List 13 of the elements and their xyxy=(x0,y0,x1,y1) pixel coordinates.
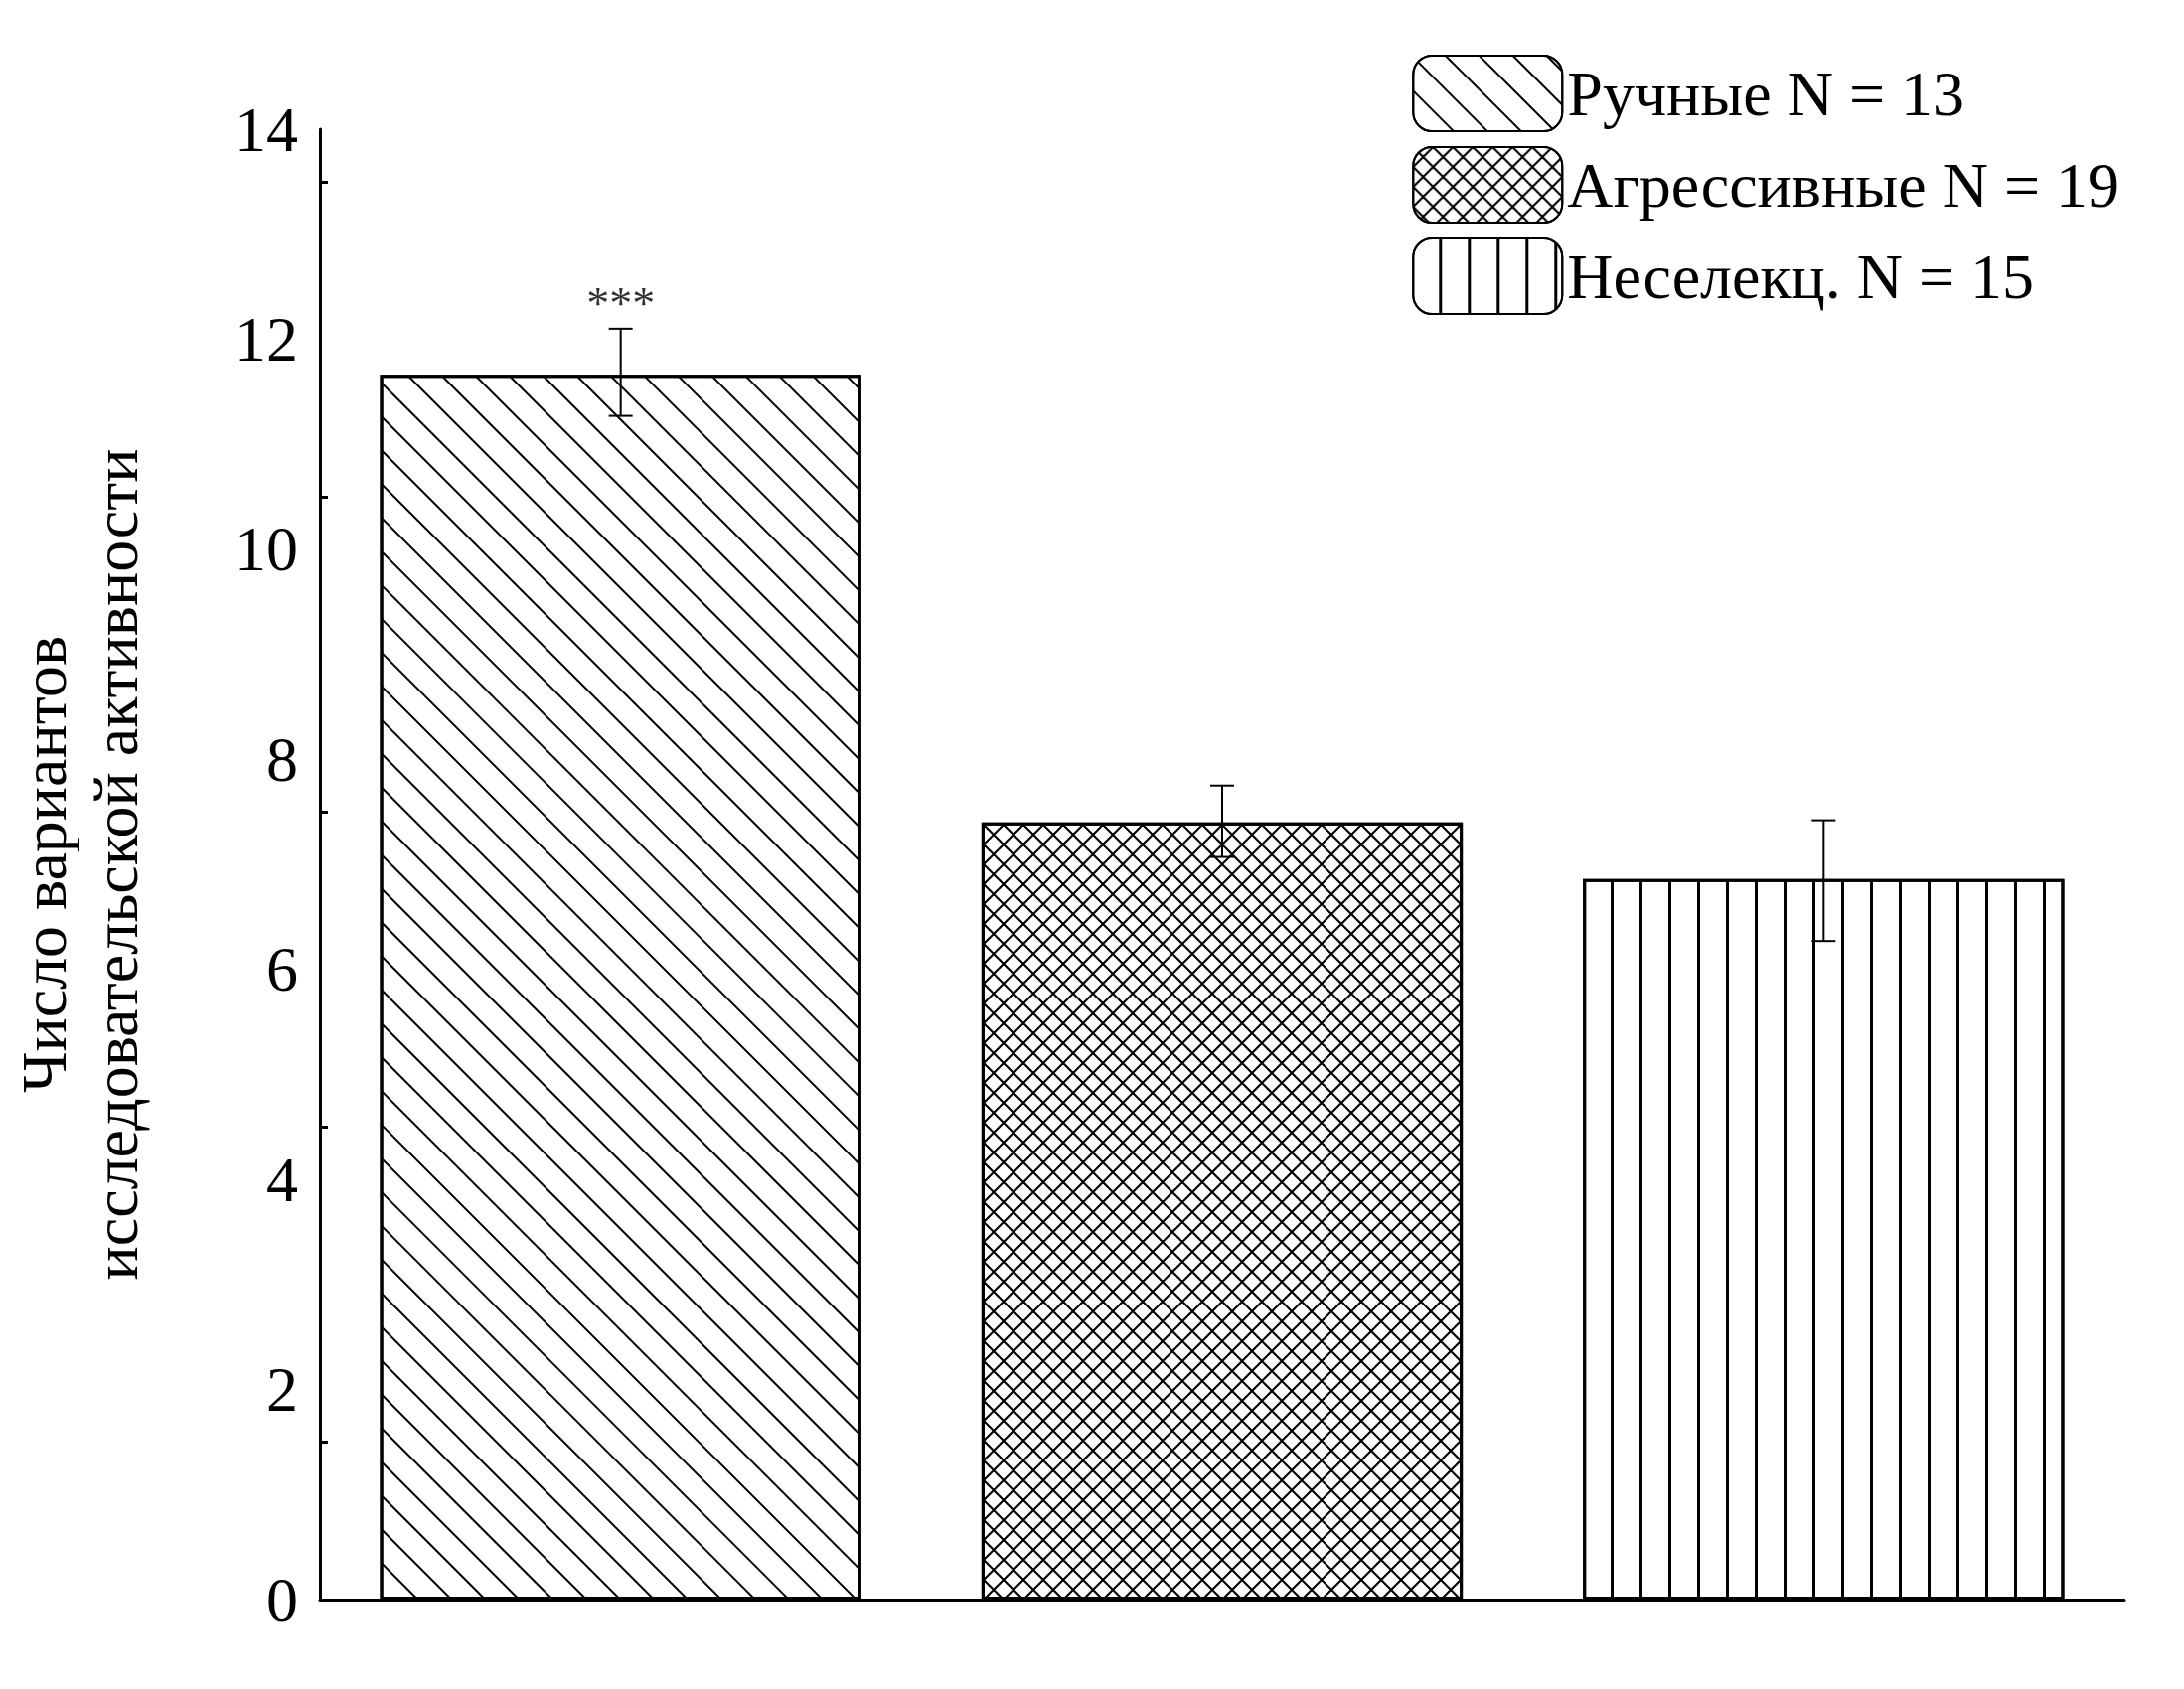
y-tick-label: 10 xyxy=(234,514,298,585)
y-tick-label: 12 xyxy=(234,303,298,375)
y-tick-label: 0 xyxy=(266,1564,298,1635)
y-axis-title: Число вариантов исследовательской активности xyxy=(8,448,151,1281)
legend-label: Ручные N = 13 xyxy=(1567,58,1965,129)
annotation: *** xyxy=(586,278,656,330)
y-tick-label: 2 xyxy=(266,1354,298,1426)
y-tick-label: 6 xyxy=(266,934,298,1005)
y-tick-label: 14 xyxy=(234,93,298,165)
y-tick-label: 4 xyxy=(266,1144,298,1215)
legend-label: Неселекц. N = 15 xyxy=(1567,240,2035,312)
y-tick-label: 8 xyxy=(266,723,298,795)
legend-label: Агрессивные N = 19 xyxy=(1567,149,2119,221)
